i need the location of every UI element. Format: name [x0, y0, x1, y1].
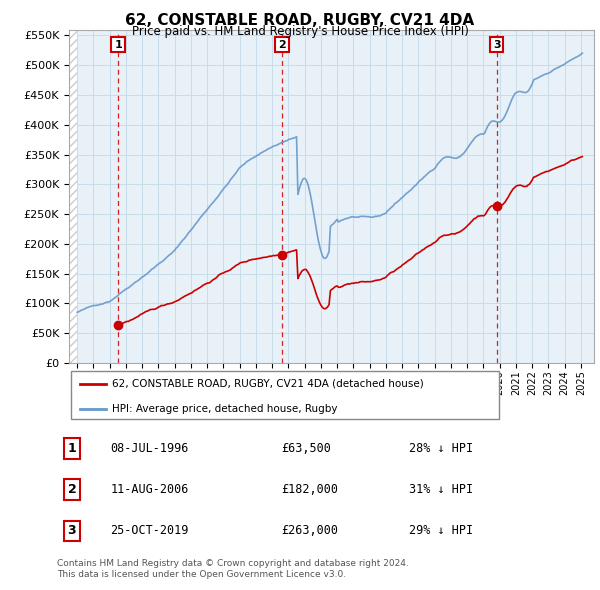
- Text: 3: 3: [493, 40, 500, 50]
- Text: £263,000: £263,000: [281, 525, 338, 537]
- Bar: [69, 30, 77, 363]
- Text: 25-OCT-2019: 25-OCT-2019: [110, 525, 189, 537]
- Text: 62, CONSTABLE ROAD, RUGBY, CV21 4DA: 62, CONSTABLE ROAD, RUGBY, CV21 4DA: [125, 13, 475, 28]
- Text: 2: 2: [278, 40, 286, 50]
- Text: 31% ↓ HPI: 31% ↓ HPI: [409, 483, 473, 496]
- Text: Price paid vs. HM Land Registry's House Price Index (HPI): Price paid vs. HM Land Registry's House …: [131, 25, 469, 38]
- Text: 29% ↓ HPI: 29% ↓ HPI: [409, 525, 473, 537]
- Text: 1: 1: [68, 442, 76, 455]
- Text: Contains HM Land Registry data © Crown copyright and database right 2024.: Contains HM Land Registry data © Crown c…: [57, 559, 409, 568]
- Text: This data is licensed under the Open Government Licence v3.0.: This data is licensed under the Open Gov…: [57, 571, 346, 579]
- FancyBboxPatch shape: [71, 372, 499, 419]
- Text: HPI: Average price, detached house, Rugby: HPI: Average price, detached house, Rugb…: [112, 404, 338, 414]
- Text: £182,000: £182,000: [281, 483, 338, 496]
- Text: 28% ↓ HPI: 28% ↓ HPI: [409, 442, 473, 455]
- Text: £63,500: £63,500: [281, 442, 331, 455]
- Text: 08-JUL-1996: 08-JUL-1996: [110, 442, 189, 455]
- Text: 3: 3: [68, 525, 76, 537]
- Text: 1: 1: [114, 40, 122, 50]
- Text: 11-AUG-2006: 11-AUG-2006: [110, 483, 189, 496]
- Text: 62, CONSTABLE ROAD, RUGBY, CV21 4DA (detached house): 62, CONSTABLE ROAD, RUGBY, CV21 4DA (det…: [112, 379, 424, 389]
- Text: 2: 2: [68, 483, 76, 496]
